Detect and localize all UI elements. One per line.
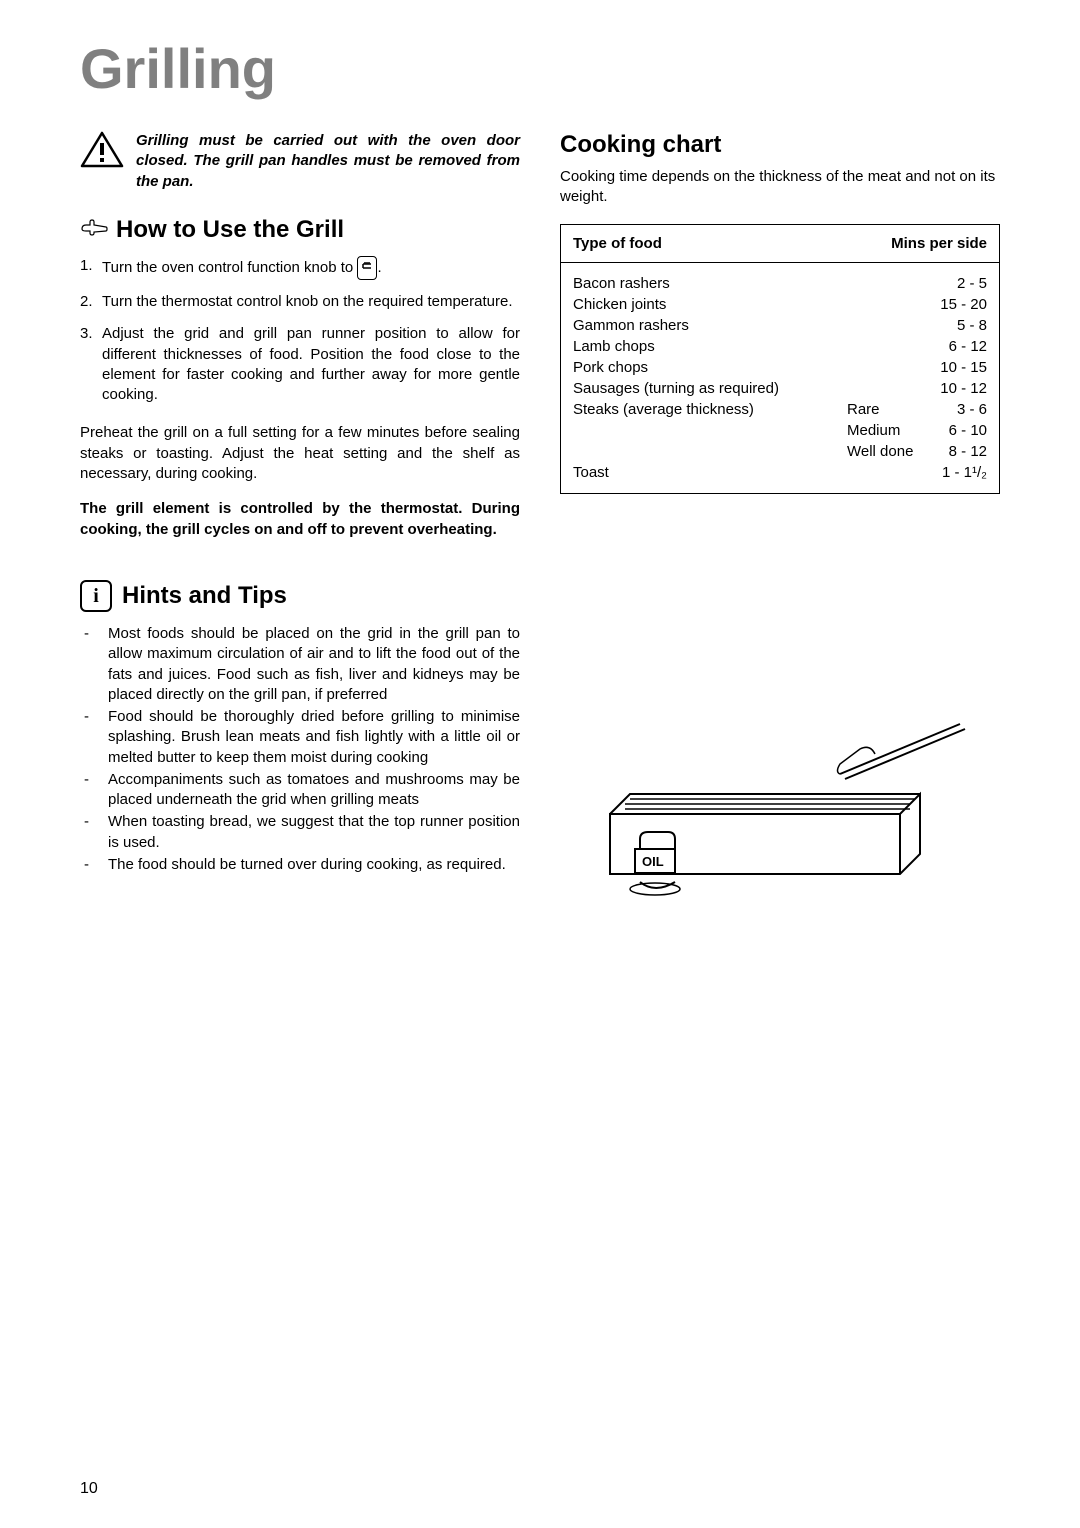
info-icon: i [80,580,112,612]
food-cell [573,441,847,462]
bullet-dash: - [80,770,108,811]
step-number: 2. [80,292,102,312]
hints-list: - Most foods should be placed on the gri… [80,624,520,875]
mins-cell: 2 - 5 [927,273,987,294]
hint-text: Food should be thoroughly dried before g… [108,707,520,768]
hint-text: Most foods should be placed on the grid … [108,624,520,705]
table-header-row: Type of food Mins per side [561,225,999,263]
doneness-cell: Medium [847,420,927,441]
grill-step-2: 2. Turn the thermostat control knob on t… [80,292,520,312]
cooking-chart-table: Type of food Mins per side Bacon rashers… [560,224,1000,494]
table-row: Sausages (turning as required) 10 - 12 [573,378,987,399]
food-cell: Steaks (average thickness) [573,399,847,420]
table-row: Medium 6 - 10 [573,420,987,441]
table-row: Steaks (average thickness) Rare 3 - 6 [573,399,987,420]
preheat-text: Preheat the grill on a full setting for … [80,423,520,484]
grill-heading: How to Use the Grill [80,216,520,244]
step-text: Turn the oven control function knob to . [102,256,382,280]
mins-cell: 6 - 10 [927,420,987,441]
hints-heading-text: Hints and Tips [122,582,287,610]
mins-cell: 3 - 6 [927,399,987,420]
pointing-hand-icon [80,217,108,243]
step-text: Turn the thermostat control knob on the … [102,292,513,312]
left-column: Grilling must be carried out with the ov… [80,131,520,919]
doneness-cell [847,378,927,399]
food-cell: Pork chops [573,357,847,378]
page-number: 10 [80,1480,98,1498]
right-column: Cooking chart Cooking time depends on th… [560,131,1000,919]
mins-cell: 15 - 20 [927,294,987,315]
content-columns: Grilling must be carried out with the ov… [80,131,1000,919]
hint-item: - When toasting bread, we suggest that t… [80,812,520,853]
mins-cell: 1 - 1¹/₂ [927,462,987,483]
table-row: Gammon rashers 5 - 8 [573,315,987,336]
doneness-cell [847,294,927,315]
page-title: Grilling [80,36,1000,101]
hint-item: - Food should be thoroughly dried before… [80,707,520,768]
bullet-dash: - [80,707,108,768]
hint-text: When toasting bread, we suggest that the… [108,812,520,853]
hint-item: - The food should be turned over during … [80,855,520,875]
hints-heading: i Hints and Tips [80,580,520,612]
bullet-dash: - [80,855,108,875]
food-cell: Toast [573,462,847,483]
bullet-dash: - [80,812,108,853]
mins-cell: 8 - 12 [927,441,987,462]
table-row: Chicken joints 15 - 20 [573,294,987,315]
doneness-cell [847,462,927,483]
hint-item: - Most foods should be placed on the gri… [80,624,520,705]
food-cell [573,420,847,441]
food-cell: Bacon rashers [573,273,847,294]
grill-step-1: 1. Turn the oven control function knob t… [80,256,520,280]
table-row: Toast 1 - 1¹/₂ [573,462,987,483]
warning-text: Grilling must be carried out with the ov… [136,131,520,192]
food-cell: Lamb chops [573,336,847,357]
food-cell: Gammon rashers [573,315,847,336]
doneness-cell: Rare [847,399,927,420]
chart-heading: Cooking chart [560,131,1000,159]
mins-cell: 10 - 12 [927,378,987,399]
mins-cell: 10 - 15 [927,357,987,378]
table-header-mins: Mins per side [891,235,987,252]
grill-step-3: 3. Adjust the grid and grill pan runner … [80,324,520,405]
table-body: Bacon rashers 2 - 5 Chicken joints 15 - … [561,263,999,493]
grill-heading-text: How to Use the Grill [116,216,344,244]
warning-block: Grilling must be carried out with the ov… [80,131,520,192]
table-row: Well done 8 - 12 [573,441,987,462]
grill-knob-icon [357,256,377,280]
svg-text:OIL: OIL [642,854,664,869]
mins-cell: 5 - 8 [927,315,987,336]
table-row: Bacon rashers 2 - 5 [573,273,987,294]
step-number: 3. [80,324,102,405]
doneness-cell [847,357,927,378]
doneness-cell [847,273,927,294]
table-row: Pork chops 10 - 15 [573,357,987,378]
hint-item: - Accompaniments such as tomatoes and mu… [80,770,520,811]
doneness-cell [847,315,927,336]
table-header-food: Type of food [573,235,662,252]
doneness-cell [847,336,927,357]
warning-triangle-icon [80,131,124,174]
table-row: Lamb chops 6 - 12 [573,336,987,357]
mins-cell: 6 - 12 [927,336,987,357]
food-cell: Chicken joints [573,294,847,315]
step-number: 1. [80,256,102,280]
thermostat-note: The grill element is controlled by the t… [80,498,520,540]
grill-steps-list: 1. Turn the oven control function knob t… [80,256,520,406]
hint-text: Accompaniments such as tomatoes and mush… [108,770,520,811]
step-text: Adjust the grid and grill pan runner pos… [102,324,520,405]
doneness-cell: Well done [847,441,927,462]
food-cell: Sausages (turning as required) [573,378,847,399]
chart-intro: Cooking time depends on the thickness of… [560,167,1000,208]
hint-text: The food should be turned over during co… [108,855,506,875]
bullet-dash: - [80,624,108,705]
grill-pan-illustration: OIL [590,694,1000,919]
